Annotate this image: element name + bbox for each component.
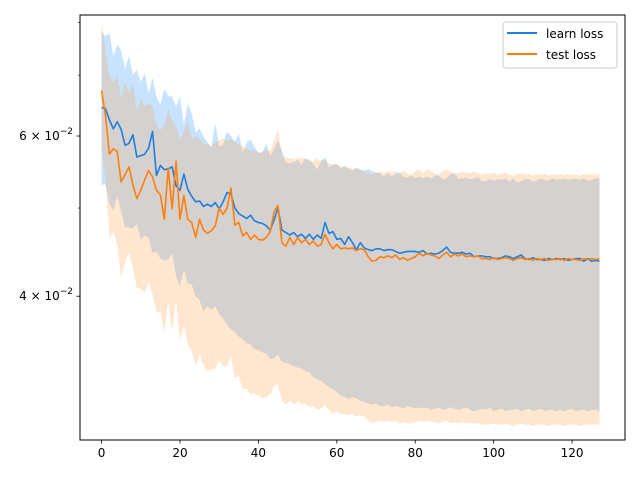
x-tick-label: 80 xyxy=(408,446,423,460)
confidence-bands xyxy=(101,22,600,427)
y-axis: 4 × 10−2 6 × 10−2 xyxy=(19,22,80,303)
x-tick-label: 100 xyxy=(482,446,505,460)
series-lines xyxy=(100,90,600,263)
x-tick-label: 0 xyxy=(98,446,106,460)
x-tick-label: 40 xyxy=(251,446,266,460)
plot-frame xyxy=(79,14,626,441)
learn-loss-band xyxy=(101,31,600,412)
x-tick-label: 120 xyxy=(561,446,584,460)
learn-loss-line xyxy=(101,106,600,263)
legend-test-loss-label: test loss xyxy=(546,48,596,62)
legend-learn-loss-label: learn loss xyxy=(546,27,603,41)
x-tick-label: 60 xyxy=(329,446,344,460)
x-axis: 0 20 40 60 80 100 120 xyxy=(98,440,584,460)
test-loss-line xyxy=(100,90,600,263)
test-loss-band xyxy=(101,22,600,427)
y-tick-label: 4 × 10−2 xyxy=(19,287,73,303)
y-tick-label: 6 × 10−2 xyxy=(19,127,73,143)
x-tick-label: 20 xyxy=(172,446,187,460)
legend: learn loss test loss xyxy=(502,21,618,69)
